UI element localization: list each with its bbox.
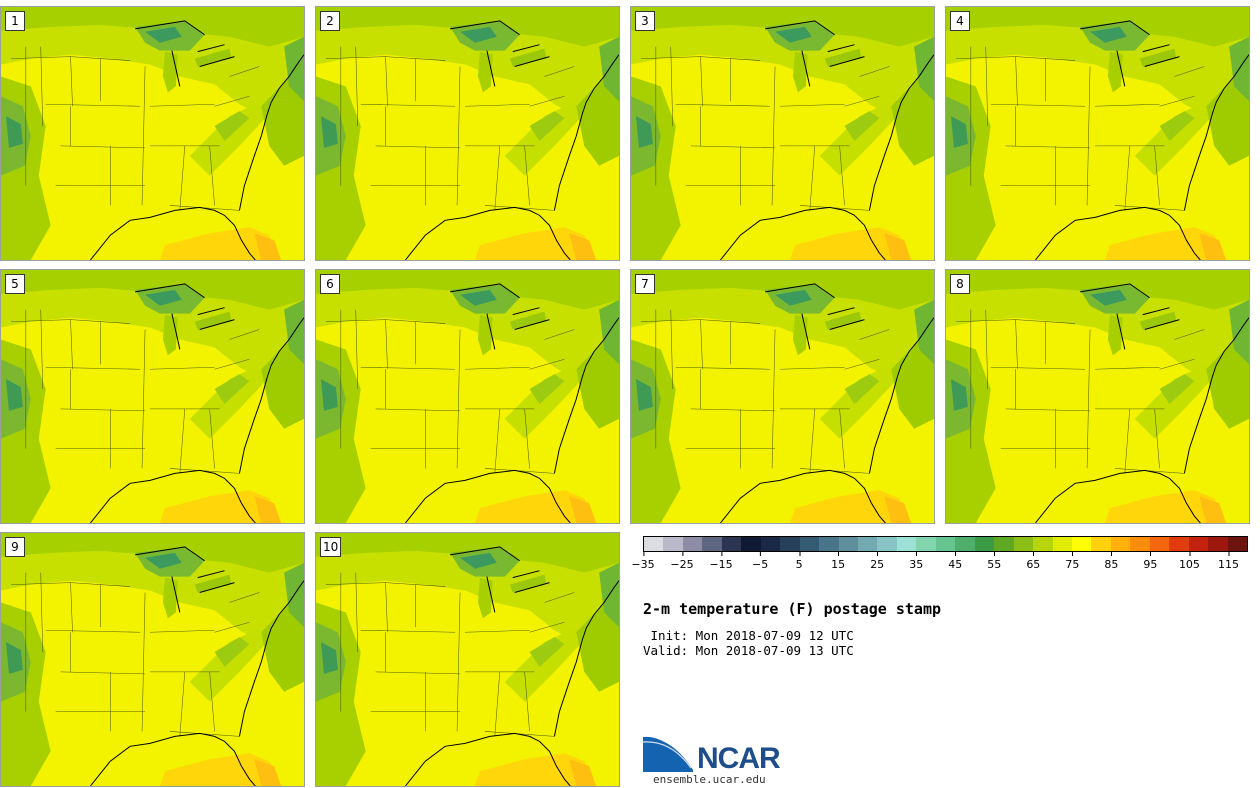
plot-title: 2-m temperature (F) postage stamp bbox=[643, 600, 942, 618]
temperature-map bbox=[316, 7, 619, 260]
temperature-map bbox=[1, 7, 304, 260]
colorbar-tick-label: 65 bbox=[1026, 552, 1040, 571]
colorbar-tick-label: 105 bbox=[1179, 552, 1200, 571]
colorbar-segment bbox=[1033, 537, 1053, 551]
colorbar-tick-label: 15 bbox=[831, 552, 845, 571]
ncar-logo-icon bbox=[643, 734, 696, 772]
colorbar-segment bbox=[1130, 537, 1150, 551]
member-label: 4 bbox=[950, 11, 970, 31]
colorbar-segment bbox=[1071, 537, 1092, 551]
colorbar-segment bbox=[916, 537, 936, 551]
ensemble-member-map: 6 bbox=[315, 269, 620, 524]
member-label: 1 bbox=[5, 11, 25, 31]
colorbar-segment bbox=[877, 537, 897, 551]
colorbar-segment bbox=[682, 537, 703, 551]
colorbar-ticks: −35 −25 −15 −5 5 15 25 35 45 55 65 75 85 95 105 115 bbox=[631, 552, 1248, 572]
colorbar-segment bbox=[935, 537, 956, 551]
member-label: 2 bbox=[320, 11, 340, 31]
colorbar-segment bbox=[721, 537, 742, 551]
member-label: 8 bbox=[950, 274, 970, 294]
colorbar-segment bbox=[974, 537, 995, 551]
ensemble-member-map: 3 bbox=[630, 6, 935, 261]
ensemble-member-map: 8 bbox=[945, 269, 1250, 524]
temperature-colorbar bbox=[643, 536, 1248, 552]
valid-time: Valid: Mon 2018-07-09 13 UTC bbox=[643, 643, 854, 658]
member-label: 9 bbox=[5, 537, 25, 557]
ensemble-member-map: 7 bbox=[630, 269, 935, 524]
colorbar-segment bbox=[1091, 537, 1111, 551]
colorbar-segment bbox=[896, 537, 917, 551]
colorbar-segment bbox=[955, 537, 975, 551]
temperature-map bbox=[631, 7, 934, 260]
colorbar-tick-label: 45 bbox=[948, 552, 962, 571]
colorbar-segment bbox=[799, 537, 820, 551]
colorbar-tick-label: 25 bbox=[870, 552, 884, 571]
colorbar-segment bbox=[1013, 537, 1034, 551]
ensemble-member-map: 5 bbox=[0, 269, 305, 524]
colorbar-tick-label: 95 bbox=[1143, 552, 1157, 571]
colorbar-segment bbox=[1110, 537, 1131, 551]
colorbar-segment bbox=[838, 537, 858, 551]
logo-wordmark: NCAR bbox=[697, 742, 781, 775]
ensemble-member-map: 9 bbox=[0, 532, 305, 787]
temperature-map bbox=[946, 7, 1249, 260]
colorbar-tick-label: 115 bbox=[1218, 552, 1239, 571]
temperature-map bbox=[946, 270, 1249, 523]
colorbar-tick-label: −15 bbox=[709, 552, 733, 571]
ensemble-member-map: 1 bbox=[0, 6, 305, 261]
member-label: 5 bbox=[5, 274, 25, 294]
colorbar-segment bbox=[741, 537, 761, 551]
temperature-map bbox=[1, 270, 304, 523]
colorbar-tick-label: −35 bbox=[631, 552, 655, 571]
member-label: 3 bbox=[635, 11, 655, 31]
member-label: 10 bbox=[320, 537, 342, 557]
colorbar-segment bbox=[644, 537, 664, 551]
ensemble-member-map: 2 bbox=[315, 6, 620, 261]
temperature-map bbox=[316, 533, 619, 786]
colorbar-segment bbox=[1149, 537, 1170, 551]
colorbar-tick-label: 5 bbox=[796, 552, 803, 571]
colorbar-segment bbox=[780, 537, 800, 551]
colorbar-tick-label: 75 bbox=[1065, 552, 1079, 571]
ensemble-member-map: 4 bbox=[945, 6, 1250, 261]
colorbar-tick-label: −5 bbox=[752, 552, 768, 571]
colorbar-segment bbox=[1169, 537, 1189, 551]
temperature-map bbox=[631, 270, 934, 523]
colorbar-segment bbox=[994, 537, 1014, 551]
member-label: 6 bbox=[320, 274, 340, 294]
colorbar-tick-label: −25 bbox=[670, 552, 694, 571]
colorbar-segment bbox=[1052, 537, 1072, 551]
colorbar-tick-label: 85 bbox=[1104, 552, 1118, 571]
temperature-map bbox=[1, 533, 304, 786]
colorbar-tick-label: 55 bbox=[987, 552, 1001, 571]
colorbar-segment bbox=[760, 537, 781, 551]
colorbar-tick-label: 35 bbox=[909, 552, 923, 571]
colorbar-segment bbox=[1188, 537, 1209, 551]
colorbar-segment bbox=[702, 537, 722, 551]
ensemble-member-map: 10 bbox=[315, 532, 620, 787]
colorbar-segment bbox=[663, 537, 683, 551]
init-time: Init: Mon 2018-07-09 12 UTC bbox=[643, 628, 854, 643]
colorbar-segment bbox=[819, 537, 839, 551]
colorbar-segment bbox=[857, 537, 878, 551]
logo-url: ensemble.ucar.edu bbox=[653, 773, 766, 786]
colorbar-segment bbox=[1227, 537, 1248, 551]
temperature-map bbox=[316, 270, 619, 523]
colorbar-segment bbox=[1208, 537, 1228, 551]
member-label: 7 bbox=[635, 274, 655, 294]
